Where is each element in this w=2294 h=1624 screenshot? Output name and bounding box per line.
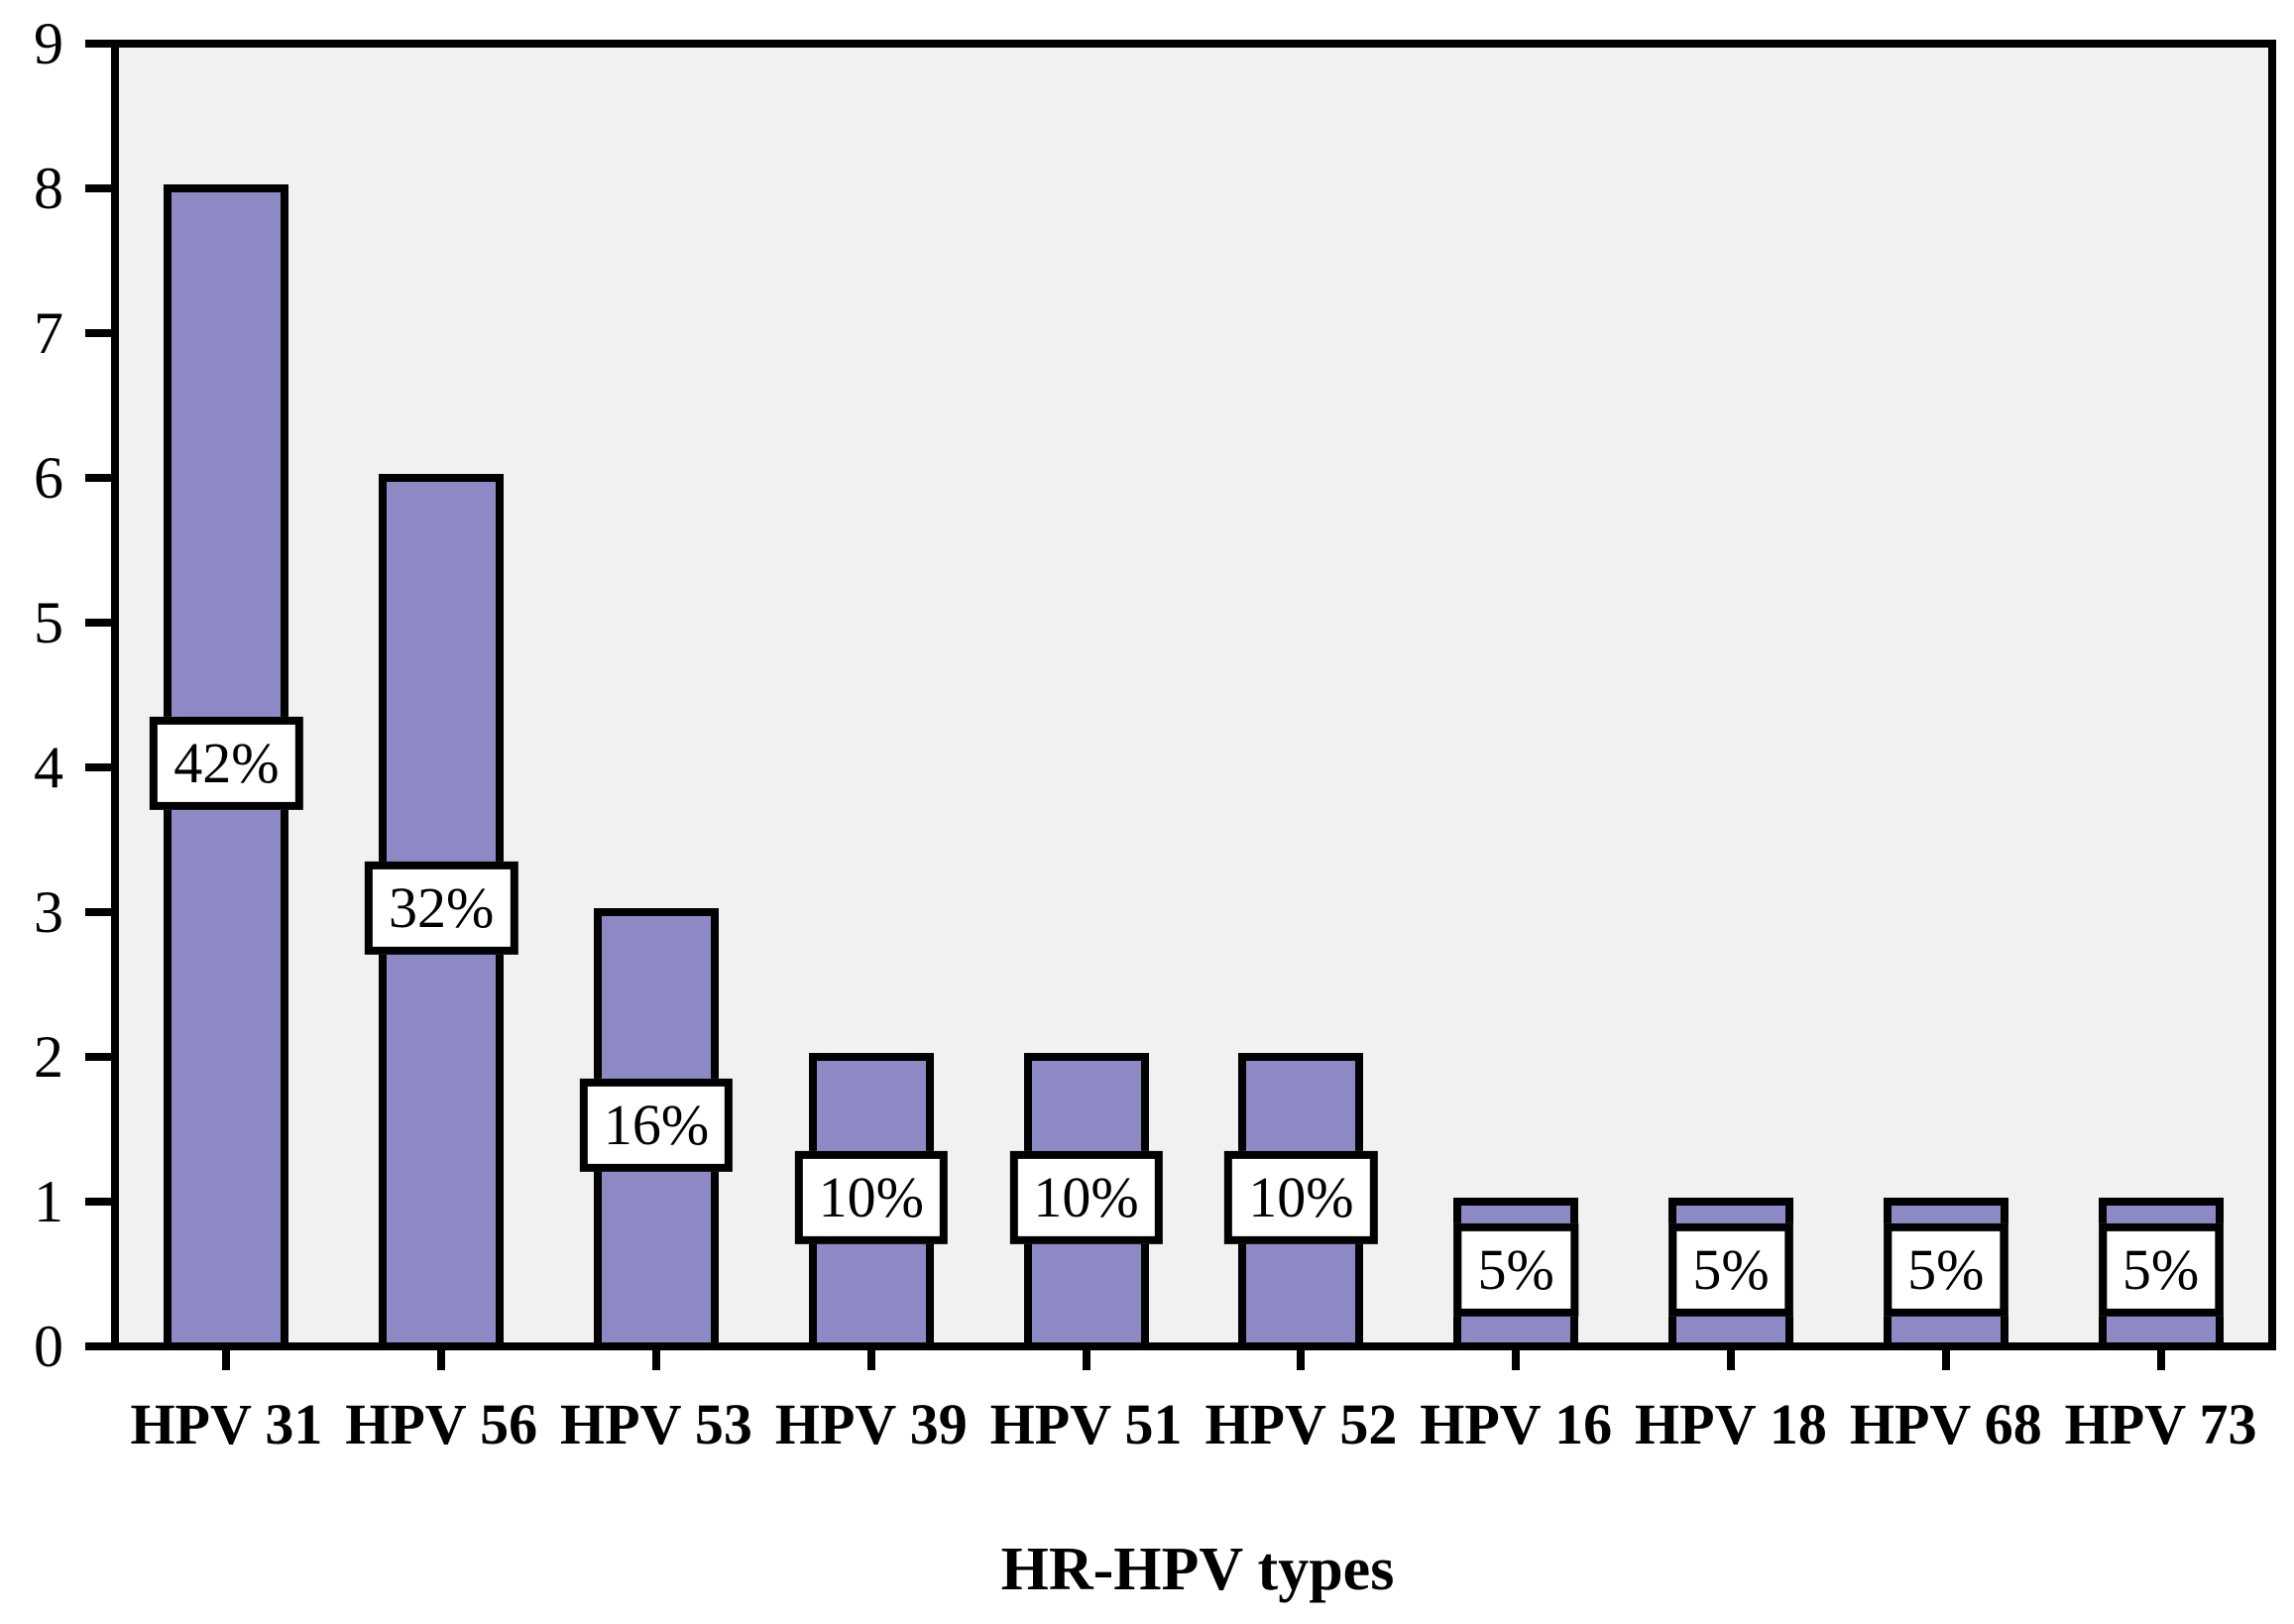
y-axis-tick-label: 3 bbox=[34, 879, 63, 945]
x-axis-category-label-hpv-31: HPV 31 bbox=[130, 1392, 323, 1456]
x-axis-category-label-hpv-53: HPV 53 bbox=[560, 1392, 752, 1456]
x-axis-tick bbox=[1297, 1350, 1306, 1370]
x-axis-tick bbox=[652, 1350, 660, 1370]
bar-value-label-hpv-51: 10% bbox=[1009, 1150, 1163, 1245]
bar-value-label-hpv-53: 16% bbox=[579, 1078, 734, 1173]
x-axis-category-label-hpv-68: HPV 68 bbox=[1849, 1392, 2042, 1456]
y-axis-tick bbox=[85, 474, 111, 482]
bar-value-label-hpv-18: 5% bbox=[1668, 1222, 1793, 1318]
bar-value-label-hpv-39: 10% bbox=[794, 1150, 948, 1245]
x-axis-tick bbox=[1727, 1350, 1735, 1370]
y-axis-tick bbox=[85, 908, 111, 916]
y-axis-tick bbox=[85, 1342, 111, 1350]
y-axis-tick-label: 9 bbox=[34, 11, 63, 76]
x-axis-tick bbox=[2156, 1350, 2165, 1370]
bar-value-label-hpv-73: 5% bbox=[2098, 1222, 2224, 1318]
bar-value-label-hpv-31: 42% bbox=[150, 716, 303, 811]
x-axis-tick bbox=[1941, 1350, 1950, 1370]
bar-value-label-hpv-68: 5% bbox=[1884, 1222, 2008, 1318]
y-axis-tick bbox=[85, 619, 111, 627]
y-axis-tick bbox=[85, 1053, 111, 1061]
bar-value-label-hpv-56: 32% bbox=[365, 861, 518, 956]
x-axis-category-label-hpv-52: HPV 52 bbox=[1204, 1392, 1398, 1456]
y-axis-tick bbox=[85, 329, 111, 337]
y-axis-tick-label: 2 bbox=[34, 1024, 63, 1090]
bar-value-label-hpv-52: 10% bbox=[1224, 1150, 1378, 1245]
y-axis-tick bbox=[85, 1198, 111, 1206]
x-axis-tick bbox=[866, 1350, 875, 1370]
x-axis-category-label-hpv-39: HPV 39 bbox=[774, 1392, 968, 1456]
x-axis-category-label-hpv-51: HPV 51 bbox=[989, 1392, 1183, 1456]
y-axis-tick-label: 7 bbox=[34, 300, 63, 366]
x-axis-category-label-hpv-73: HPV 73 bbox=[2064, 1392, 2257, 1456]
x-axis-tick bbox=[1082, 1350, 1090, 1370]
y-axis-tick bbox=[85, 763, 111, 771]
y-axis-tick-label: 1 bbox=[34, 1169, 63, 1234]
y-axis-tick-label: 4 bbox=[34, 735, 63, 800]
x-axis-category-label-hpv-56: HPV 56 bbox=[345, 1392, 538, 1456]
x-axis-category-label-hpv-18: HPV 18 bbox=[1635, 1392, 1827, 1456]
x-axis-tick bbox=[437, 1350, 446, 1370]
y-axis-tick-label: 0 bbox=[34, 1314, 63, 1379]
x-axis-title: HR-HPV types bbox=[1000, 1536, 1395, 1603]
y-axis-tick-label: 6 bbox=[34, 445, 63, 511]
y-axis-tick bbox=[85, 40, 111, 48]
x-axis-tick bbox=[222, 1350, 231, 1370]
bar-value-label-hpv-16: 5% bbox=[1453, 1222, 1578, 1318]
y-axis-tick-label: 5 bbox=[34, 590, 63, 655]
y-axis-tick-label: 8 bbox=[34, 156, 63, 221]
x-axis-category-label-hpv-16: HPV 16 bbox=[1420, 1392, 1613, 1456]
x-axis-tick bbox=[1512, 1350, 1521, 1370]
y-axis-tick bbox=[85, 184, 111, 192]
